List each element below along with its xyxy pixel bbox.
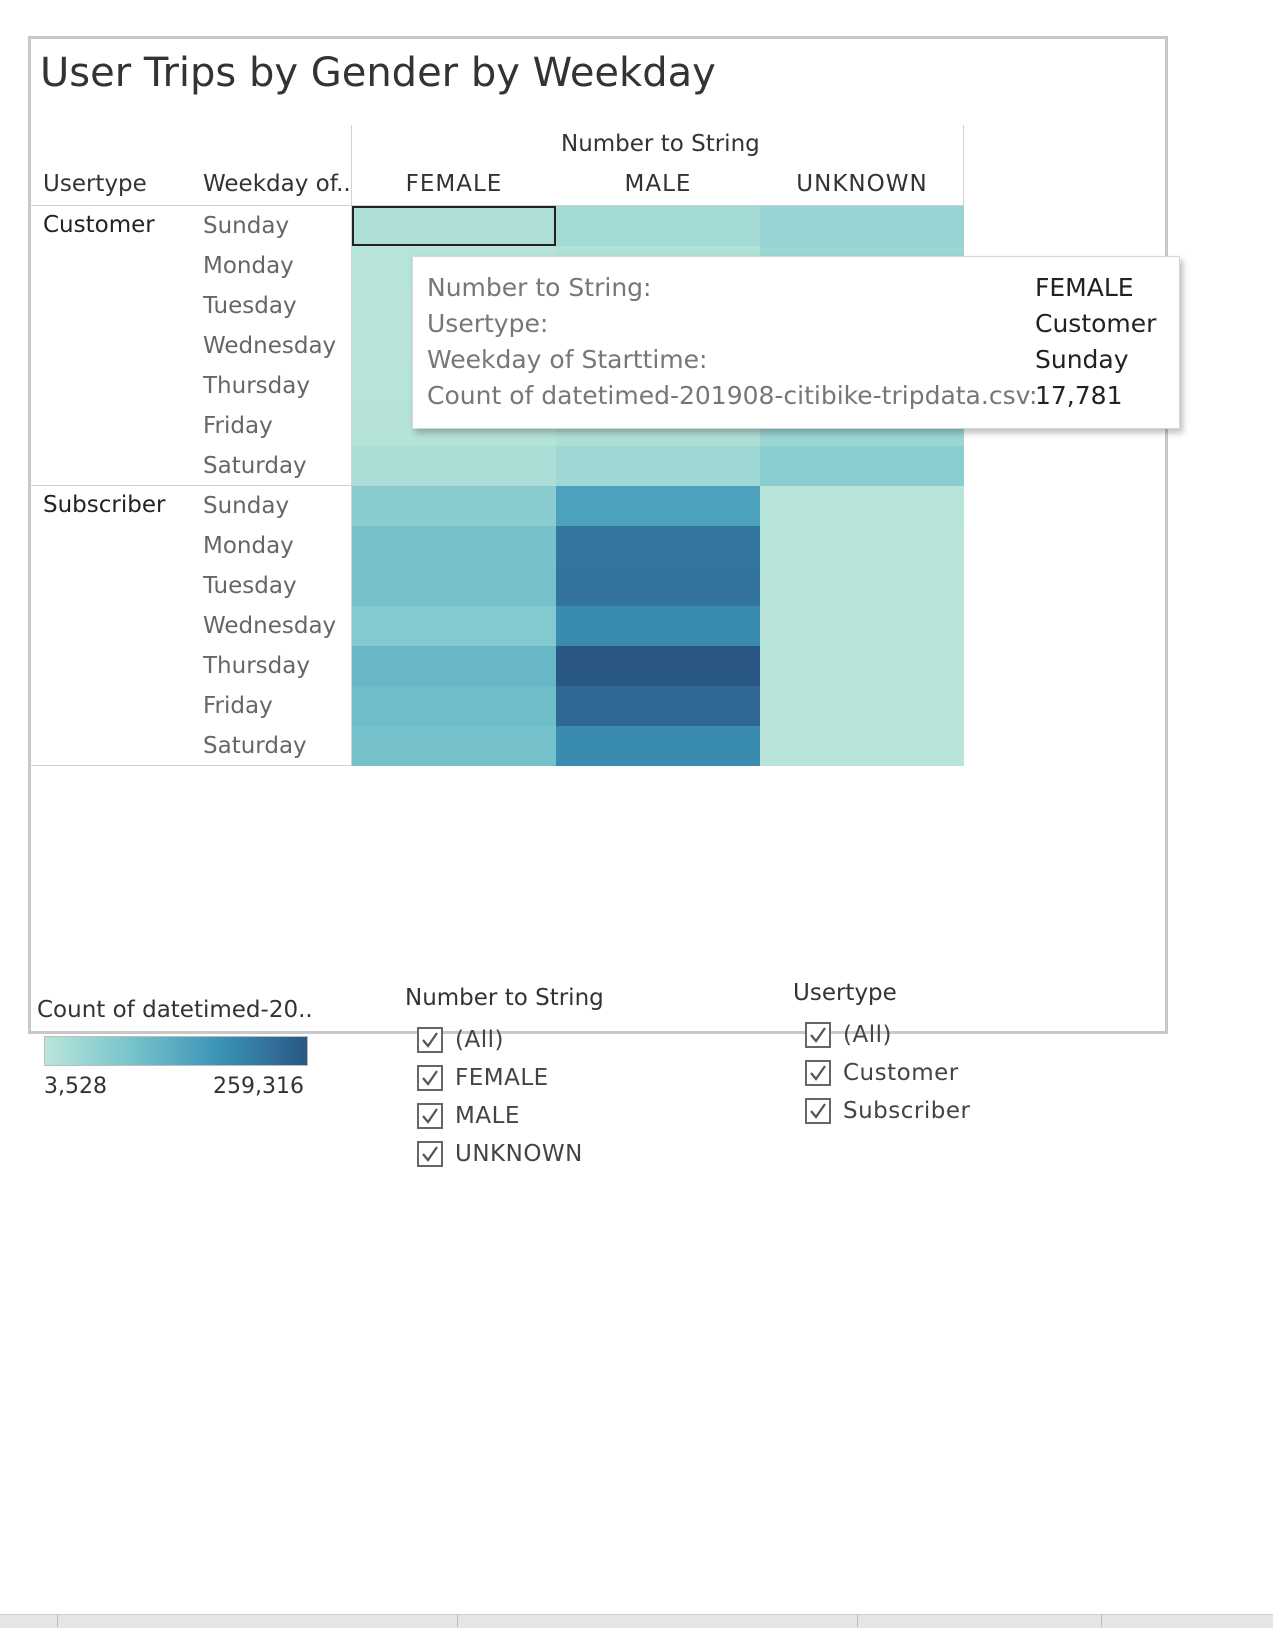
row-header-weekday: Weekday of.. bbox=[203, 171, 351, 197]
heatmap-cell-subscriber-monday-unknown[interactable] bbox=[760, 526, 964, 566]
row-header-usertype: Usertype bbox=[43, 171, 147, 197]
legend-max-label: 259,316 bbox=[213, 1074, 304, 1099]
heatmap-cell-subscriber-monday-female[interactable] bbox=[352, 526, 556, 566]
weekday-label: Sunday bbox=[203, 493, 290, 519]
tab-divider bbox=[457, 1614, 458, 1627]
tooltip-label: Count of datetimed-201908-citibike-tripd… bbox=[427, 381, 1038, 410]
filter-option-label: (All) bbox=[843, 1022, 892, 1048]
header-bottom-line bbox=[30, 205, 964, 206]
checkbox-checked-icon[interactable] bbox=[417, 1065, 443, 1091]
usertype-label-subscriber: Subscriber bbox=[43, 492, 166, 518]
usertype-divider-line bbox=[30, 485, 352, 486]
weekday-label: Tuesday bbox=[203, 293, 297, 319]
heatmap-cell-subscriber-saturday-male[interactable] bbox=[556, 726, 760, 766]
checkbox-checked-icon[interactable] bbox=[805, 1098, 831, 1124]
tooltip-value: Sunday bbox=[1035, 345, 1129, 374]
tooltip-label: Weekday of Starttime: bbox=[427, 345, 708, 374]
heatmap-cell-customer-saturday-unknown[interactable] bbox=[760, 446, 964, 486]
heatmap-cell-subscriber-tuesday-female[interactable] bbox=[352, 566, 556, 606]
heatmap-cell-subscriber-tuesday-male[interactable] bbox=[556, 566, 760, 606]
weekday-label: Saturday bbox=[203, 453, 307, 479]
chart-title: User Trips by Gender by Weekday bbox=[40, 50, 716, 96]
row-header-divider bbox=[351, 206, 352, 766]
legend-title: Count of datetimed-20.. bbox=[37, 997, 313, 1023]
filter-option-all[interactable]: (All) bbox=[417, 1027, 504, 1053]
weekday-label: Wednesday bbox=[203, 333, 337, 359]
bottom-tab-strip[interactable] bbox=[0, 1614, 1273, 1628]
column-header-title: Number to String bbox=[561, 131, 760, 157]
tooltip-label: Number to String: bbox=[427, 273, 652, 302]
tab-divider bbox=[1101, 1614, 1102, 1627]
heatmap-cell-subscriber-saturday-female[interactable] bbox=[352, 726, 556, 766]
heatmap-cell-subscriber-wednesday-female[interactable] bbox=[352, 606, 556, 646]
heatmap-cell-subscriber-monday-male[interactable] bbox=[556, 526, 760, 566]
tooltip-value: 17,781 bbox=[1035, 381, 1123, 410]
column-label-unknown: UNKNOWN bbox=[796, 171, 928, 197]
dashboard-frame bbox=[28, 36, 1168, 1034]
filter-option-label: MALE bbox=[455, 1103, 520, 1129]
checkbox-checked-icon[interactable] bbox=[805, 1022, 831, 1048]
filter-title-usertype: Usertype bbox=[793, 980, 897, 1006]
filter-option-all[interactable]: (All) bbox=[805, 1022, 892, 1048]
legend-gradient-bar bbox=[44, 1036, 308, 1066]
tooltip-value: Customer bbox=[1035, 309, 1157, 338]
heatmap-cell-subscriber-friday-male[interactable] bbox=[556, 686, 760, 726]
heatmap-cell-subscriber-friday-unknown[interactable] bbox=[760, 686, 964, 726]
header-divider-right bbox=[963, 125, 964, 205]
filter-title-number-to-string: Number to String bbox=[405, 985, 604, 1011]
heatmap-cell-subscriber-saturday-unknown[interactable] bbox=[760, 726, 964, 766]
heatmap-cell-customer-sunday-unknown[interactable] bbox=[760, 206, 964, 246]
heatmap-cell-subscriber-thursday-male[interactable] bbox=[556, 646, 760, 686]
tab-divider bbox=[57, 1614, 58, 1627]
filter-option-label: Customer bbox=[843, 1060, 959, 1086]
weekday-label: Tuesday bbox=[203, 573, 297, 599]
heatmap-cell-customer-sunday-female[interactable] bbox=[352, 206, 556, 246]
heatmap-cell-subscriber-thursday-female[interactable] bbox=[352, 646, 556, 686]
tab-divider bbox=[857, 1614, 858, 1627]
weekday-label: Sunday bbox=[203, 213, 290, 239]
filter-option-subscriber[interactable]: Subscriber bbox=[805, 1098, 970, 1124]
usertype-label-customer: Customer bbox=[43, 212, 155, 238]
tooltip-value: FEMALE bbox=[1035, 273, 1134, 302]
heatmap-cell-subscriber-tuesday-unknown[interactable] bbox=[760, 566, 964, 606]
weekday-label: Saturday bbox=[203, 733, 307, 759]
heatmap-cell-subscriber-sunday-female[interactable] bbox=[352, 486, 556, 526]
tooltip: Number to String: FEMALE Usertype: Custo… bbox=[412, 256, 1180, 429]
checkbox-checked-icon[interactable] bbox=[417, 1103, 443, 1129]
filter-option-label: FEMALE bbox=[455, 1065, 549, 1091]
legend-min-label: 3,528 bbox=[44, 1074, 107, 1099]
column-label-female: FEMALE bbox=[405, 171, 503, 197]
weekday-label: Thursday bbox=[203, 373, 310, 399]
heatmap-cell-subscriber-wednesday-unknown[interactable] bbox=[760, 606, 964, 646]
weekday-label: Friday bbox=[203, 413, 273, 439]
selected-cell-outline[interactable] bbox=[352, 206, 556, 246]
heatmap-cell-subscriber-wednesday-male[interactable] bbox=[556, 606, 760, 646]
heatmap-cell-subscriber-thursday-unknown[interactable] bbox=[760, 646, 964, 686]
heatmap-cell-customer-saturday-male[interactable] bbox=[556, 446, 760, 486]
filter-option-label: UNKNOWN bbox=[455, 1141, 583, 1167]
weekday-label: Thursday bbox=[203, 653, 310, 679]
weekday-label: Monday bbox=[203, 533, 294, 559]
heatmap-cell-customer-saturday-female[interactable] bbox=[352, 446, 556, 486]
filter-option-male[interactable]: MALE bbox=[417, 1103, 520, 1129]
tooltip-label: Usertype: bbox=[427, 309, 549, 338]
filter-option-label: (All) bbox=[455, 1027, 504, 1053]
heatmap-cell-subscriber-sunday-male[interactable] bbox=[556, 486, 760, 526]
filter-option-unknown[interactable]: UNKNOWN bbox=[417, 1141, 583, 1167]
filter-option-customer[interactable]: Customer bbox=[805, 1060, 959, 1086]
heatmap-cell-customer-sunday-male[interactable] bbox=[556, 206, 760, 246]
weekday-label: Monday bbox=[203, 253, 294, 279]
header-divider-left bbox=[351, 125, 352, 205]
heatmap-cell-subscriber-sunday-unknown[interactable] bbox=[760, 486, 964, 526]
filter-option-female[interactable]: FEMALE bbox=[417, 1065, 549, 1091]
checkbox-checked-icon[interactable] bbox=[417, 1141, 443, 1167]
weekday-label: Friday bbox=[203, 693, 273, 719]
column-label-male: MALE bbox=[624, 171, 692, 197]
filter-option-label: Subscriber bbox=[843, 1098, 971, 1124]
weekday-label: Wednesday bbox=[203, 613, 337, 639]
checkbox-checked-icon[interactable] bbox=[417, 1027, 443, 1053]
checkbox-checked-icon[interactable] bbox=[805, 1060, 831, 1086]
heatmap-cell-subscriber-friday-female[interactable] bbox=[352, 686, 556, 726]
